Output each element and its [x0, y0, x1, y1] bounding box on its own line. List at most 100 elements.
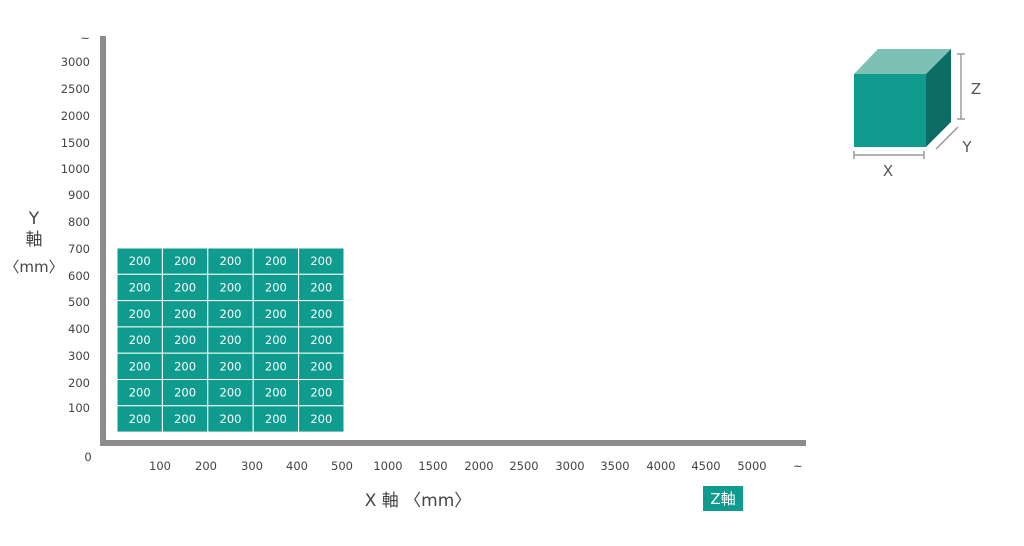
- x-tick-label: 5000: [737, 459, 766, 473]
- grid-cell-label: 200: [310, 333, 332, 347]
- x-tick-label: 300: [241, 459, 263, 473]
- x-tick-label: 400: [286, 459, 308, 473]
- y-tick-label: 3000: [61, 55, 90, 69]
- cube-x-label: X: [883, 162, 893, 180]
- x-tick-label: 2000: [464, 459, 493, 473]
- grid-cell-label: 200: [220, 412, 242, 426]
- x-tick-label: 3000: [555, 459, 584, 473]
- z-axis-badge-bg: [703, 486, 743, 511]
- y-tick-label: 1000: [61, 162, 90, 176]
- grid-cell: [252, 326, 300, 354]
- x-tick-label: 3500: [600, 459, 629, 473]
- grid-cell: [298, 379, 345, 407]
- cube-front-face: [854, 74, 926, 147]
- grid-cell-label: 200: [129, 280, 151, 294]
- grid-cell: [298, 405, 345, 433]
- y-tick-label: 600: [68, 269, 90, 283]
- grid-cell: [252, 405, 300, 433]
- y-axis-title-line3: 〈mm〉: [4, 258, 63, 276]
- grid-cell-label: 200: [220, 333, 242, 347]
- cube-side-face: [926, 49, 951, 147]
- y-tick-label: 400: [68, 322, 90, 336]
- y-tick-label: 1500: [61, 136, 90, 150]
- grid-cell-label: 200: [310, 412, 332, 426]
- grid-cell: [116, 273, 163, 302]
- grid-cell-label: 200: [265, 307, 287, 321]
- grid-cell: [116, 326, 163, 354]
- grid-cell-label: 200: [220, 280, 242, 294]
- cube-y-label: Y: [961, 138, 972, 156]
- grid-cell-label: 200: [310, 386, 332, 400]
- x-tick-label: 1000: [373, 459, 402, 473]
- grid-cell: [298, 273, 345, 302]
- x-tick-label: 1500: [418, 459, 447, 473]
- grid-cell-label: 200: [310, 307, 332, 321]
- grid-cell: [116, 405, 163, 433]
- grid-cell: [207, 352, 254, 381]
- grid-cell-label: 200: [129, 359, 151, 373]
- y-tick-label: 900: [68, 188, 90, 202]
- grid-cell-label: 200: [174, 359, 196, 373]
- grid-cell: [252, 379, 300, 407]
- grid-cell-label: 200: [174, 386, 196, 400]
- y-tick-label: 100: [68, 401, 90, 415]
- grid-cell: [116, 352, 163, 381]
- grid-cell: [116, 247, 163, 275]
- grid-cell-label: 200: [129, 254, 151, 268]
- grid-cell-label: 200: [174, 280, 196, 294]
- x-tick-label: 100: [149, 459, 171, 473]
- grid-cell: [161, 379, 209, 407]
- y-tick-label: ~: [80, 31, 90, 45]
- grid-cell-label: 200: [174, 254, 196, 268]
- dimension-cube-legend: X Y Z: [853, 49, 981, 180]
- x-tick-label: 200: [195, 459, 217, 473]
- grid-cell: [161, 247, 209, 275]
- grid-cell-label: 200: [220, 254, 242, 268]
- grid-cell-label: 200: [220, 307, 242, 321]
- cube-top-face: [854, 49, 951, 74]
- x-tick-label: 500: [331, 459, 353, 473]
- y-tick-labels: 100 200 300 400 500 600 700 800 900 1000 1500 2000 2…: [61, 31, 90, 415]
- x-tick-label: 2500: [509, 459, 538, 473]
- cube-z-label: Z: [971, 80, 981, 98]
- grid-cell-label: 200: [265, 280, 287, 294]
- y-axis-title-line1: Y: [28, 209, 40, 229]
- x-axis-line: [100, 440, 806, 446]
- grid-cell: [161, 300, 209, 328]
- grid-cell-label: 200: [220, 359, 242, 373]
- x-tick-label: 4500: [691, 459, 720, 473]
- y-tick-label: 200: [68, 376, 90, 390]
- y-tick-label: 800: [68, 215, 90, 229]
- grid-cell-label: 200: [265, 333, 287, 347]
- y-tick-label: 700: [68, 242, 90, 256]
- grid-cell: [298, 326, 345, 354]
- grid-cell: [161, 352, 209, 381]
- cube-y-dimension: [935, 126, 959, 150]
- grid-cell-label: 200: [310, 254, 332, 268]
- grid-cell-label: 200: [129, 307, 151, 321]
- y-tick-label: 2500: [61, 82, 90, 96]
- grid-cell-label: 200: [174, 412, 196, 426]
- y-tick-label: 500: [68, 295, 90, 309]
- grid-cell-label: 200: [174, 307, 196, 321]
- cell-grid: 200 200 200 200 200 200 200 200 200 200 200 200 200 2…: [116, 247, 345, 433]
- y-tick-label: 300: [68, 349, 90, 363]
- y-axis-title-line2: 軸: [26, 230, 43, 250]
- axes: [100, 36, 806, 446]
- grid-cell-label: 200: [310, 280, 332, 294]
- z-axis-badge-label: Z軸: [710, 490, 735, 508]
- grid-cell-label: 200: [265, 359, 287, 373]
- grid-cell-label: 200: [129, 386, 151, 400]
- x-axis-title: X 軸 〈mm〉: [365, 491, 472, 511]
- z-axis-badge: Z軸: [703, 486, 743, 511]
- origin-label: 0: [84, 450, 91, 464]
- grid-cell: [207, 273, 254, 302]
- grid-cell-label: 200: [129, 333, 151, 347]
- x-tick-labels: 100 200 300 400 500 1000 1500 2000 2500 3000 3500 4…: [149, 459, 803, 473]
- grid-cell-label: 200: [310, 359, 332, 373]
- grid-cell-label: 200: [220, 386, 242, 400]
- x-tick-label: 4000: [646, 459, 675, 473]
- grid-cell-label: 200: [129, 412, 151, 426]
- x-tick-label: ~: [793, 459, 803, 473]
